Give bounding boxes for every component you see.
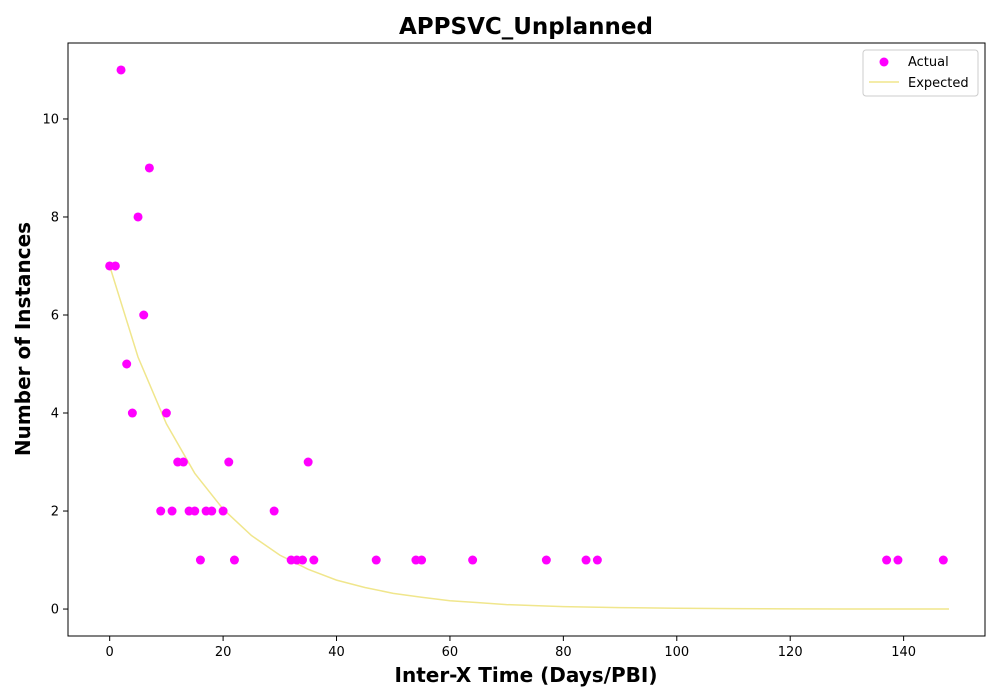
y-axis-label: Number of Instances bbox=[11, 222, 35, 456]
y-tick-label: 6 bbox=[51, 308, 59, 323]
actual-data-point bbox=[156, 506, 166, 516]
y-tick-label: 4 bbox=[51, 407, 59, 422]
plot-area: 0 20 40 60 80 100 120 140 0 2 4 6 8 10 bbox=[42, 65, 949, 660]
actual-data-point bbox=[167, 506, 177, 516]
chart-title: APPSVC_Unplanned bbox=[399, 14, 653, 40]
actual-data-point bbox=[882, 555, 892, 565]
x-tick-label: 60 bbox=[442, 645, 459, 660]
actual-data-point bbox=[371, 555, 381, 565]
x-axis-label: Inter-X Time (Days/PBI) bbox=[395, 663, 658, 687]
x-tick-label: 20 bbox=[215, 645, 232, 660]
actual-data-point bbox=[938, 555, 948, 565]
y-tick-label: 0 bbox=[51, 603, 59, 618]
legend: Actual Expected bbox=[862, 49, 979, 97]
actual-data-point bbox=[127, 408, 137, 418]
actual-data-point bbox=[297, 555, 307, 565]
actual-data-point bbox=[122, 359, 132, 369]
actual-data-point bbox=[218, 506, 228, 516]
actual-data-point bbox=[190, 506, 200, 516]
y-tick-label: 2 bbox=[51, 505, 59, 520]
actual-data-point bbox=[178, 457, 188, 467]
actual-data-point bbox=[893, 555, 903, 565]
actual-data-point bbox=[110, 261, 120, 271]
actual-data-point bbox=[144, 163, 154, 173]
legend-label-expected: Expected bbox=[908, 76, 969, 91]
x-tick-label: 120 bbox=[778, 645, 803, 660]
actual-data-point bbox=[139, 310, 149, 320]
actual-data-point bbox=[541, 555, 551, 565]
actual-data-point bbox=[303, 457, 313, 467]
actual-data-point bbox=[309, 555, 319, 565]
x-tick-label: 140 bbox=[891, 645, 916, 660]
actual-data-point bbox=[224, 457, 234, 467]
actual-data-point bbox=[269, 506, 279, 516]
actual-data-point bbox=[581, 555, 591, 565]
actual-data-point bbox=[417, 555, 427, 565]
actual-data-point bbox=[229, 555, 239, 565]
actual-data-point bbox=[161, 408, 171, 418]
actual-data-point bbox=[592, 555, 602, 565]
actual-data-point bbox=[195, 555, 205, 565]
expected-series-line bbox=[108, 265, 949, 610]
plot-frame bbox=[67, 42, 986, 637]
legend-box bbox=[862, 49, 979, 97]
actual-data-point bbox=[133, 212, 143, 222]
actual-data-point bbox=[468, 555, 478, 565]
x-tick-label: 80 bbox=[555, 645, 572, 660]
y-tick-label: 8 bbox=[51, 210, 59, 225]
x-tick-label: 40 bbox=[328, 645, 345, 660]
x-tick-label: 0 bbox=[106, 645, 114, 660]
actual-data-point bbox=[207, 506, 217, 516]
y-tick-label: 10 bbox=[42, 112, 59, 127]
legend-marker-actual bbox=[879, 57, 889, 67]
x-tick-label: 100 bbox=[664, 645, 689, 660]
legend-label-actual: Actual bbox=[908, 55, 949, 70]
actual-data-point bbox=[116, 65, 126, 75]
